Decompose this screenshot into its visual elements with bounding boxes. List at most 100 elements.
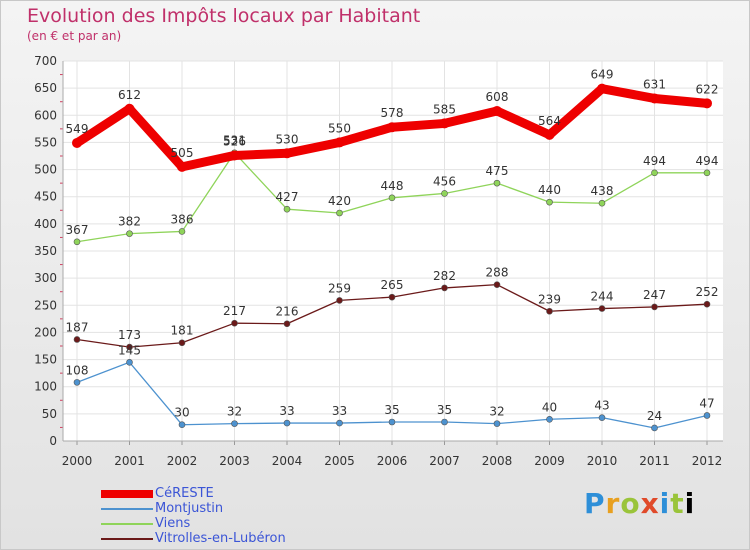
data-label-viens: 440: [538, 183, 561, 197]
data-point-cereste: [387, 122, 397, 133]
data-label-cereste: 505: [171, 146, 194, 160]
y-tick-label: 550: [34, 135, 57, 149]
y-tick-label: 100: [34, 380, 57, 394]
data-labels: 187 173 181 217 216 259 265 282 288 239 244 247 252 3…: [66, 68, 719, 423]
data-label-cereste: 649: [591, 68, 614, 82]
data-label-viens: 386: [171, 212, 194, 226]
data-point-vitrolles-en-luberon: [126, 343, 133, 351]
data-label-viens: 494: [643, 154, 666, 168]
data-label-viens: 382: [118, 215, 141, 229]
data-label-cereste: 526: [223, 134, 246, 148]
x-tick-label: 2006: [377, 454, 408, 468]
legend-swatch-viens: [101, 522, 153, 525]
data-label-montjustin: 108: [66, 363, 89, 377]
data-point-vitrolles-en-luberon: [651, 303, 658, 311]
data-label-vitrolles-en-luberon: 173: [118, 328, 141, 342]
data-point-vitrolles-en-luberon: [598, 305, 606, 312]
y-tick-label: 350: [34, 244, 57, 258]
data-point-viens: [651, 169, 658, 177]
legend-item-cereste: CéRESTE: [101, 486, 214, 501]
data-point-viens: [546, 198, 553, 206]
y-tick-label: 400: [34, 217, 57, 231]
data-point-cereste: [72, 137, 82, 148]
x-tick-label: 2005: [324, 454, 355, 468]
data-point-cereste: [649, 93, 660, 104]
y-tick-label: 50: [42, 407, 57, 421]
data-label-montjustin: 47: [699, 396, 714, 410]
y-tick-label: 150: [34, 353, 57, 367]
data-label-montjustin: 40: [542, 400, 557, 414]
data-point-cereste: [334, 137, 345, 148]
data-label-vitrolles-en-luberon: 187: [66, 320, 89, 334]
x-tick-label: 2007: [429, 454, 460, 468]
data-point-montjustin: [651, 424, 658, 432]
data-label-cereste: 612: [118, 88, 141, 102]
data-label-viens: 427: [276, 190, 299, 204]
data-point-viens: [388, 194, 396, 202]
data-point-vitrolles-en-luberon: [73, 336, 81, 343]
data-point-cereste: [282, 148, 292, 159]
data-point-cereste: [229, 150, 240, 161]
y-tick-label: 250: [34, 298, 57, 312]
data-label-cereste: 578: [381, 106, 404, 120]
data-point-montjustin: [73, 379, 81, 386]
data-point-viens: [283, 205, 291, 213]
y-tick-label: 0: [49, 434, 57, 448]
data-point-montjustin: [388, 418, 396, 426]
data-point-vitrolles-en-luberon: [493, 281, 501, 288]
data-label-montjustin: 32: [227, 405, 242, 419]
chart-subtitle: (en € et par an): [27, 29, 122, 43]
data-label-vitrolles-en-luberon: 181: [171, 324, 194, 338]
legend-item-vitrolles: Vitrolles-en-Lubéron: [101, 531, 286, 546]
data-label-vitrolles-en-luberon: 288: [486, 266, 509, 280]
data-point-vitrolles-en-luberon: [703, 300, 711, 308]
data-point-viens: [126, 230, 133, 237]
data-label-montjustin: 145: [118, 343, 141, 357]
x-tick-label: 2012: [692, 454, 723, 468]
data-point-vitrolles-en-luberon: [441, 284, 448, 292]
data-point-cereste: [492, 105, 502, 116]
x-tick-label: 2002: [167, 454, 198, 468]
y-tick-label: 500: [34, 163, 57, 177]
data-point-montjustin: [493, 420, 501, 427]
axes: 0 50 100 150 200 250 300 350 400 450 500 550 600 650 7…: [34, 54, 723, 468]
data-point-vitrolles-en-luberon: [388, 293, 396, 301]
data-label-viens: 456: [433, 174, 456, 188]
data-point-montjustin: [336, 419, 343, 427]
chart-title: Evolution des Impôts locaux par Habitant: [27, 5, 421, 27]
data-label-viens: 420: [328, 194, 351, 208]
data-point-viens: [336, 209, 343, 217]
data-label-viens: 448: [381, 179, 404, 193]
y-tick-label: 300: [34, 271, 57, 285]
data-label-cereste: 549: [66, 122, 89, 136]
data-point-cereste: [177, 161, 187, 172]
y-tick-label: 450: [34, 190, 57, 204]
data-label-cereste: 622: [696, 82, 719, 96]
data-label-viens: 531: [223, 134, 246, 148]
data-label-montjustin: 33: [332, 404, 347, 418]
legend-swatch-vitrolles: [101, 537, 153, 540]
data-point-vitrolles-en-luberon: [283, 320, 291, 328]
data-point-montjustin: [178, 421, 186, 429]
data-point-montjustin: [546, 415, 553, 423]
data-point-montjustin: [598, 414, 606, 421]
data-label-montjustin: 32: [489, 405, 504, 419]
data-label-montjustin: 30: [174, 406, 189, 420]
data-point-viens: [493, 179, 501, 187]
data-point-montjustin: [283, 419, 291, 427]
data-label-cereste: 631: [643, 77, 666, 91]
y-tick-label: 600: [34, 108, 57, 122]
data-point-montjustin: [126, 358, 133, 366]
data-point-montjustin: [441, 418, 448, 426]
data-point-cereste: [597, 83, 607, 94]
data-point-viens: [703, 169, 711, 177]
series-layer: [72, 83, 712, 432]
data-label-vitrolles-en-luberon: 239: [538, 292, 561, 306]
legend-label-viens: Viens: [155, 516, 191, 531]
legend-label-montjustin: Montjustin: [155, 501, 224, 516]
data-point-vitrolles-en-luberon: [336, 297, 343, 304]
data-label-viens: 494: [696, 154, 719, 168]
legend-label-cereste: CéRESTE: [155, 486, 214, 501]
